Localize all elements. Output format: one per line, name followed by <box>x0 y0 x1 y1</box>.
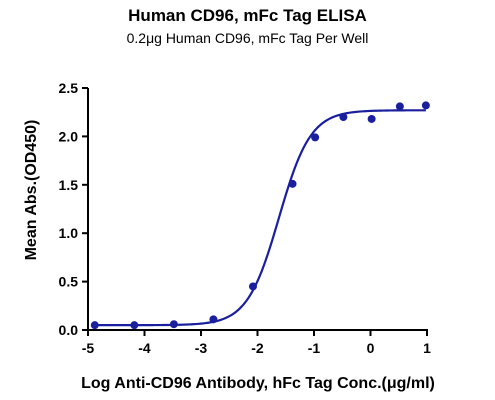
axes <box>87 88 428 331</box>
x-tick-label: -3 <box>195 340 208 356</box>
ticks: 0.0 0.5 1.0 1.5 2.0 2.5 -5 -4 -3 -2 -1 0 1 <box>59 80 432 356</box>
data-points <box>90 101 430 330</box>
data-point <box>248 282 257 291</box>
y-tick-label: 0.0 <box>59 322 79 338</box>
data-point <box>339 113 348 122</box>
y-tick-label: 1.0 <box>59 225 79 241</box>
data-point <box>311 133 320 142</box>
x-tick-label: 0 <box>367 340 375 356</box>
data-point <box>169 320 178 329</box>
data-point <box>367 114 376 123</box>
chart-subtitle: 0.2μg Human CD96, mFc Tag Per Well <box>126 30 369 46</box>
x-axis-title: Log Anti-CD96 Antibody, hFc Tag Conc.(μg… <box>81 375 435 392</box>
data-point <box>288 179 297 188</box>
x-tick-label: 1 <box>423 340 431 356</box>
data-point <box>395 102 404 111</box>
y-tick-label: 2.0 <box>59 128 79 144</box>
fit-curve-layer <box>94 109 426 327</box>
y-axis-title: Mean Abs.(OD450) <box>23 120 40 261</box>
data-point <box>130 321 139 330</box>
y-tick-label: 2.5 <box>59 80 79 96</box>
data-point <box>209 315 218 324</box>
x-tick-label: -4 <box>138 340 151 356</box>
y-tick-label: 0.5 <box>59 274 79 290</box>
data-point <box>421 101 430 110</box>
fit-curve <box>94 109 426 327</box>
chart-title: Human CD96, mFc Tag ELISA <box>128 6 367 25</box>
y-tick-label: 1.5 <box>59 177 79 193</box>
x-tick-label: -5 <box>82 340 95 356</box>
x-tick-label: -2 <box>251 340 264 356</box>
x-tick-label: -1 <box>308 340 321 356</box>
data-point <box>90 321 99 330</box>
